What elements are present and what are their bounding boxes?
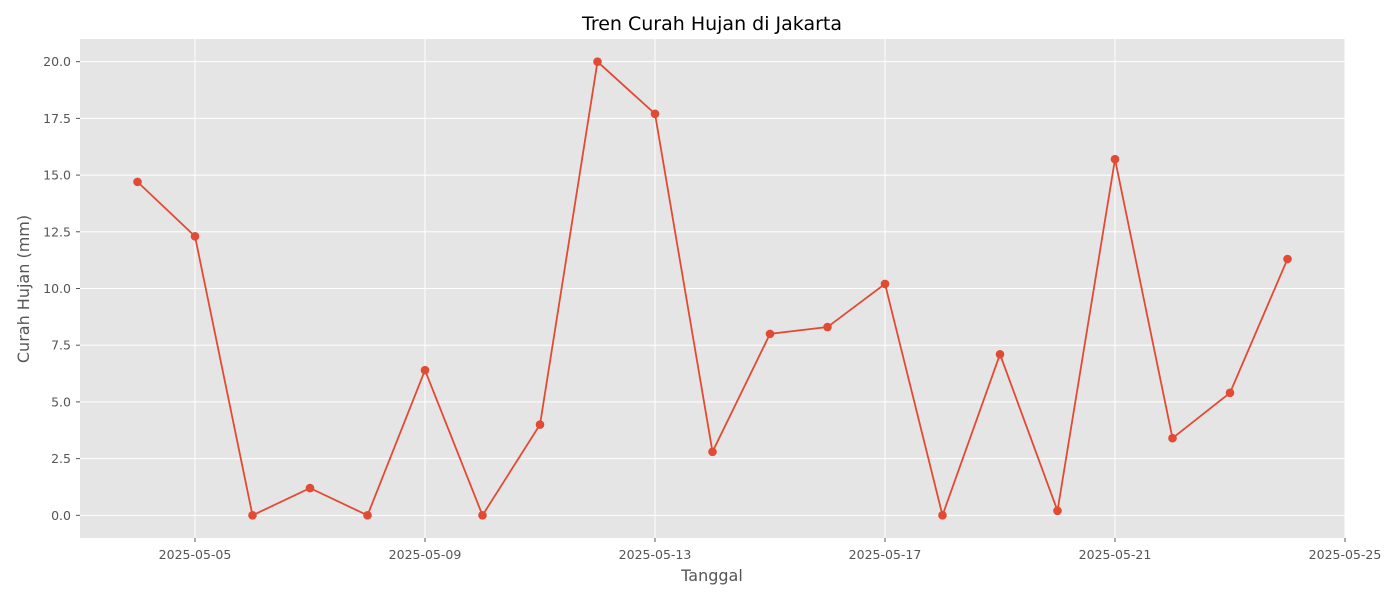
x-tick-label: 2025-05-21: [1079, 547, 1152, 562]
x-axis-label: Tanggal: [680, 566, 743, 585]
data-point: [190, 232, 200, 241]
y-tick-label: 5.0: [51, 394, 71, 409]
y-tick-label: 7.5: [51, 338, 71, 353]
y-axis-label: Curah Hujan (mm): [14, 215, 33, 363]
data-point: [765, 329, 775, 339]
y-tick-label: 15.0: [43, 168, 71, 183]
y-tick-label: 20.0: [43, 54, 71, 69]
data-point: [363, 511, 372, 520]
data-point: [593, 57, 602, 66]
data-point: [880, 279, 890, 289]
data-point: [708, 447, 717, 457]
grid-lines: [80, 39, 1346, 538]
x-tick-label: 2025-05-17: [849, 547, 922, 562]
chart-title: Tren Curah Hujan di Jakarta: [581, 13, 842, 35]
data-point: [1110, 154, 1120, 164]
y-tick-label: 0.0: [51, 508, 71, 523]
data-point: [305, 483, 315, 493]
data-point: [823, 322, 832, 332]
y-tick-label: 12.5: [43, 224, 71, 239]
y-axis-ticks: 0.0 2.5 5.0 7.5 10.0 12.5 15.0 17.5 20.0: [43, 54, 80, 523]
data-point: [478, 511, 487, 520]
data-point: [995, 349, 1005, 359]
x-axis-ticks: 2025-05-05 2025-05-09 2025-05-13 2025-05-17…: [159, 538, 1382, 562]
data-point: [1225, 388, 1235, 398]
data-point: [650, 109, 660, 119]
y-tick-label: 2.5: [51, 451, 71, 466]
x-tick-label: 2025-05-05: [159, 547, 232, 562]
x-tick-label: 2025-05-09: [389, 547, 462, 562]
data-point: [535, 420, 545, 429]
data-point: [248, 511, 257, 520]
data-point: [420, 365, 430, 375]
y-tick-label: 17.5: [43, 111, 71, 126]
data-point: [1053, 506, 1062, 516]
x-tick-label: 2025-05-25: [1309, 547, 1382, 562]
y-tick-label: 10.0: [43, 281, 71, 296]
data-point: [1168, 433, 1177, 443]
series-layer: [133, 57, 1292, 520]
x-tick-label: 2025-05-13: [619, 547, 692, 562]
data-point: [938, 511, 947, 520]
data-point: [1283, 254, 1292, 264]
data-point: [133, 177, 142, 187]
